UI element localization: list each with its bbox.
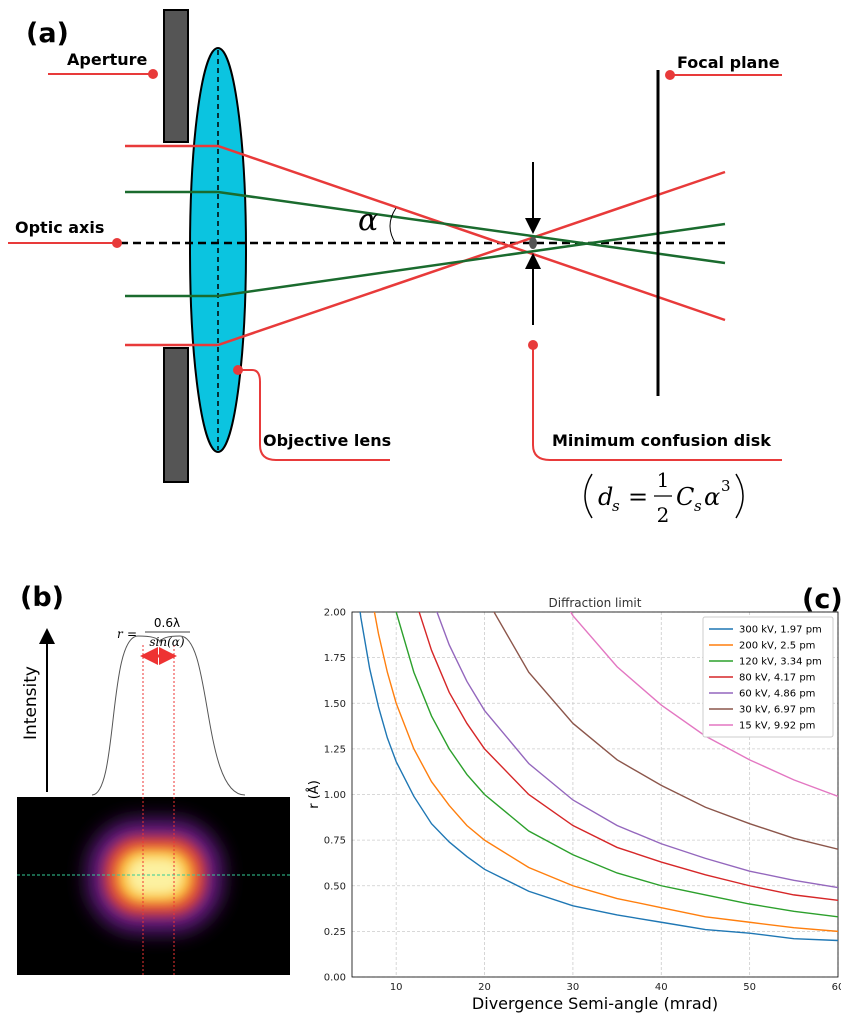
plot-area <box>359 612 838 942</box>
formula-part: d <box>598 483 613 511</box>
formula: r = 0.6λ sin(α) <box>117 616 190 649</box>
legend-label: 30 kV, 6.97 pm <box>739 705 815 716</box>
legend-label: 120 kV, 3.34 pm <box>739 657 822 668</box>
formula-part: 1 <box>657 468 670 492</box>
x-tick-label: 40 <box>655 982 668 993</box>
confusion-disk-label: Minimum confusion disk <box>552 431 771 450</box>
formula-part: = <box>127 627 137 641</box>
formula-part: s <box>612 497 620 515</box>
optic-axis-label: Optic axis <box>15 218 104 237</box>
series-line <box>493 612 838 850</box>
formula-part: 2 <box>657 503 670 527</box>
confusion-disk <box>529 237 537 249</box>
panel-label: (a) <box>26 18 69 49</box>
legend-label: 60 kV, 4.86 pm <box>739 689 815 700</box>
spot-core <box>126 856 184 896</box>
y-tick-label: 0.00 <box>324 973 346 984</box>
chart-title: Diffraction limit <box>549 596 642 610</box>
series-line <box>436 612 838 889</box>
focal-plane-label: Focal plane <box>677 53 780 72</box>
intensity-profile <box>91 635 246 796</box>
series-line <box>418 612 838 902</box>
y-tick-label: 0.50 <box>324 881 346 892</box>
formula-part: C <box>676 483 694 511</box>
legend-label: 80 kV, 4.17 pm <box>739 673 815 684</box>
formula-part: r <box>117 627 124 641</box>
plot-frame <box>351 611 839 978</box>
x-tick-label: 60 <box>832 982 841 993</box>
aperture-label: Aperture <box>67 50 148 69</box>
y-tick-label: 2.00 <box>324 608 346 619</box>
ray <box>125 144 726 322</box>
x-tick-label: 30 <box>567 982 580 993</box>
panel-b: (b) Intensity r = 0.6λ sin(α) <box>17 582 290 975</box>
objective-lens-label: Objective lens <box>263 431 391 450</box>
x-tick-label: 10 <box>390 982 403 993</box>
x-tick-label: 20 <box>478 982 491 993</box>
legend-label: 200 kV, 2.5 pm <box>739 641 815 652</box>
callouts <box>8 69 782 461</box>
x-tick-label: 50 <box>743 982 756 993</box>
y-tick-label: 1.25 <box>324 744 346 755</box>
series-line <box>373 612 838 933</box>
series-line <box>359 612 838 942</box>
legend-label: 300 kV, 1.97 pm <box>739 625 822 636</box>
x-axis-label: Divergence Semi-angle (mrad) <box>472 994 718 1013</box>
formula-part: sin(α) <box>149 635 185 649</box>
y-tick-label: 0.25 <box>324 927 346 938</box>
panel-a: (a) α Aperture Focal plane Optic axis Ob… <box>8 9 782 527</box>
formula-part: α <box>704 483 720 511</box>
y-tick-label: 0.75 <box>324 836 346 847</box>
y-axis-label: r (Å) <box>306 780 322 809</box>
panel-label: (b) <box>20 582 64 613</box>
y-tick-label: 1.50 <box>324 699 346 710</box>
formula-part: s <box>694 497 702 515</box>
formula: d s = 1 2 C s α 3 <box>584 468 744 527</box>
formula-part: 3 <box>721 477 731 495</box>
ray <box>125 170 726 347</box>
formula-part: = <box>628 483 648 511</box>
series-line <box>395 612 838 918</box>
aperture-bottom <box>163 347 189 483</box>
angle-symbol: α <box>358 203 378 238</box>
y-label: Intensity <box>21 666 41 740</box>
aperture-top <box>163 9 189 143</box>
panel-label: (c) <box>802 584 841 615</box>
y-tick-label: 1.75 <box>324 653 346 664</box>
legend-label: 15 kV, 9.92 pm <box>739 721 815 732</box>
formula-part: 0.6λ <box>154 616 180 630</box>
y-tick-label: 1.00 <box>324 790 346 801</box>
ray <box>125 222 726 298</box>
panel-c: (c) Diffraction limit 0.00 0.25 0.50 0.75 1.0… <box>306 584 841 1013</box>
angle-arc <box>389 207 397 245</box>
legend-box <box>702 616 834 738</box>
ray <box>125 190 726 265</box>
